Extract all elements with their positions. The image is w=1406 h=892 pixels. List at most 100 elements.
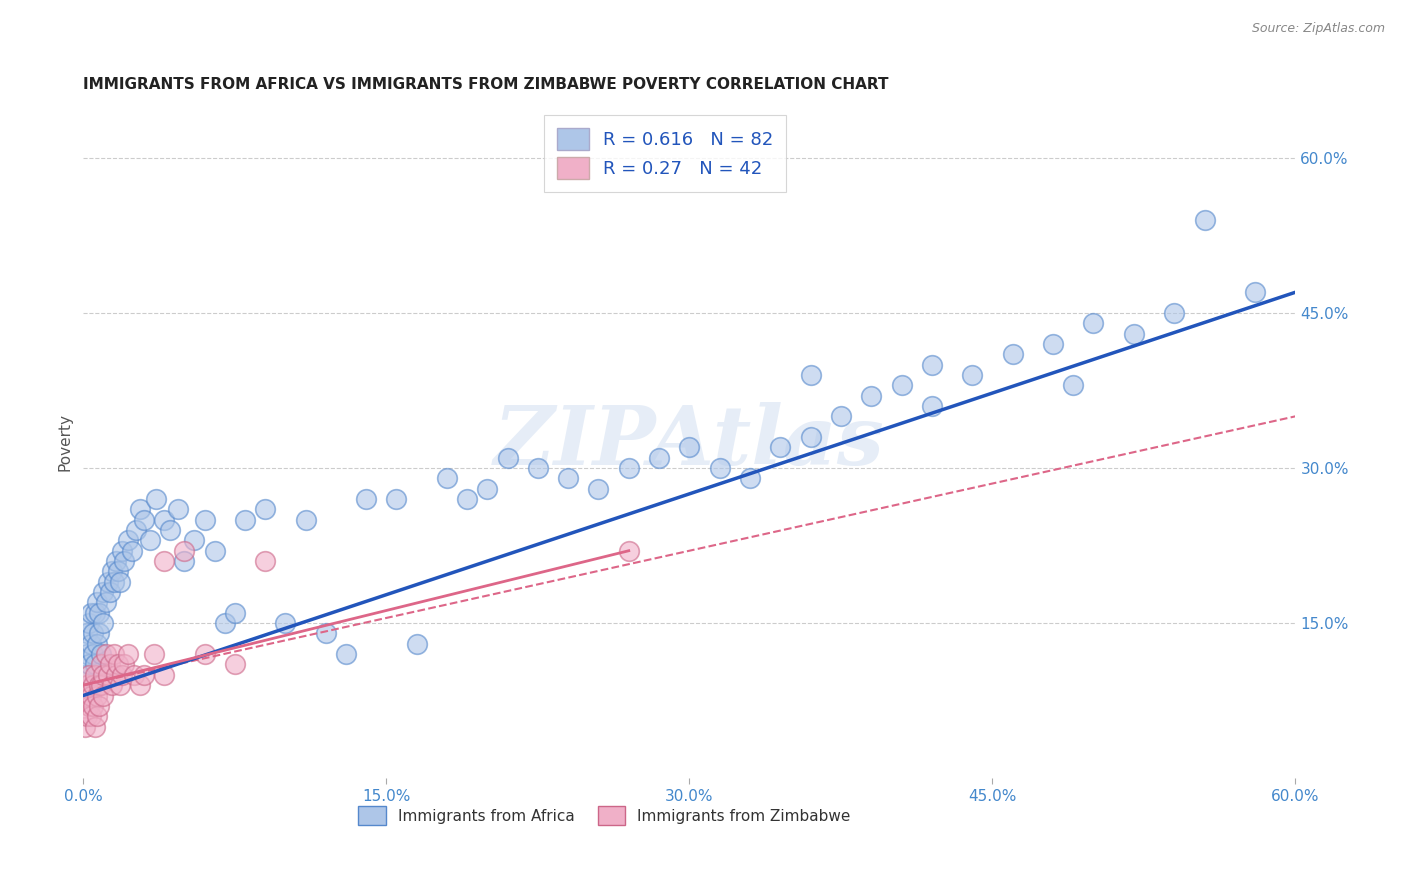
Point xyxy=(79,616,101,631)
Point xyxy=(456,491,478,506)
Point xyxy=(128,502,150,516)
Point xyxy=(254,502,277,516)
Point xyxy=(143,647,166,661)
Point xyxy=(159,523,181,537)
Point xyxy=(1001,347,1024,361)
Point xyxy=(436,471,458,485)
Point xyxy=(173,554,195,568)
Point xyxy=(84,719,107,733)
Point xyxy=(1122,326,1144,341)
Point xyxy=(111,668,134,682)
Point xyxy=(224,657,246,672)
Point xyxy=(921,358,943,372)
Point xyxy=(86,637,108,651)
Point xyxy=(648,450,671,465)
Point xyxy=(153,554,176,568)
Point xyxy=(76,678,98,692)
Point xyxy=(335,647,357,661)
Point xyxy=(132,668,155,682)
Point xyxy=(84,606,107,620)
Point xyxy=(527,461,550,475)
Point xyxy=(153,513,176,527)
Point xyxy=(224,606,246,620)
Point xyxy=(960,368,983,382)
Point xyxy=(112,554,135,568)
Point xyxy=(82,647,104,661)
Point xyxy=(76,647,98,661)
Point xyxy=(557,471,579,485)
Point xyxy=(193,647,215,661)
Point xyxy=(1163,306,1185,320)
Point xyxy=(1244,285,1267,300)
Legend: Immigrants from Africa, Immigrants from Zimbabwe: Immigrants from Africa, Immigrants from … xyxy=(352,800,856,831)
Point xyxy=(111,543,134,558)
Point xyxy=(254,554,277,568)
Point xyxy=(1194,212,1216,227)
Point xyxy=(274,616,297,631)
Point xyxy=(82,626,104,640)
Point xyxy=(100,678,122,692)
Point xyxy=(128,678,150,692)
Point xyxy=(86,689,108,703)
Point xyxy=(79,698,101,713)
Point xyxy=(122,668,145,682)
Point xyxy=(153,668,176,682)
Text: ZIPAtlas: ZIPAtlas xyxy=(494,402,884,483)
Point xyxy=(132,513,155,527)
Point xyxy=(193,513,215,527)
Point xyxy=(294,513,316,527)
Point xyxy=(890,378,912,392)
Point xyxy=(104,554,127,568)
Point xyxy=(354,491,377,506)
Point xyxy=(96,668,118,682)
Point xyxy=(93,616,115,631)
Point xyxy=(121,543,143,558)
Point xyxy=(385,491,408,506)
Point xyxy=(214,616,236,631)
Point xyxy=(108,574,131,589)
Point xyxy=(90,678,112,692)
Point xyxy=(82,698,104,713)
Point xyxy=(76,626,98,640)
Point xyxy=(80,606,103,620)
Point xyxy=(80,709,103,723)
Point xyxy=(98,657,121,672)
Point xyxy=(80,689,103,703)
Point xyxy=(79,657,101,672)
Point xyxy=(75,719,97,733)
Point xyxy=(617,543,640,558)
Point xyxy=(477,482,499,496)
Point xyxy=(800,368,823,382)
Point xyxy=(145,491,167,506)
Point xyxy=(94,647,117,661)
Point xyxy=(84,657,107,672)
Point xyxy=(112,657,135,672)
Point xyxy=(233,513,256,527)
Point xyxy=(183,533,205,548)
Point xyxy=(860,389,883,403)
Text: Source: ZipAtlas.com: Source: ZipAtlas.com xyxy=(1251,22,1385,36)
Point xyxy=(93,668,115,682)
Point xyxy=(709,461,731,475)
Point xyxy=(103,574,125,589)
Point xyxy=(588,482,610,496)
Point xyxy=(90,657,112,672)
Point xyxy=(100,565,122,579)
Point xyxy=(173,543,195,558)
Point xyxy=(167,502,190,516)
Point xyxy=(89,606,111,620)
Point xyxy=(86,595,108,609)
Point xyxy=(800,430,823,444)
Point xyxy=(1083,316,1105,330)
Point xyxy=(769,440,792,454)
Point xyxy=(1062,378,1084,392)
Point xyxy=(98,585,121,599)
Point xyxy=(96,574,118,589)
Point xyxy=(107,657,129,672)
Point xyxy=(104,668,127,682)
Point xyxy=(89,626,111,640)
Point xyxy=(79,668,101,682)
Point xyxy=(830,409,852,424)
Point xyxy=(89,678,111,692)
Point xyxy=(405,637,427,651)
